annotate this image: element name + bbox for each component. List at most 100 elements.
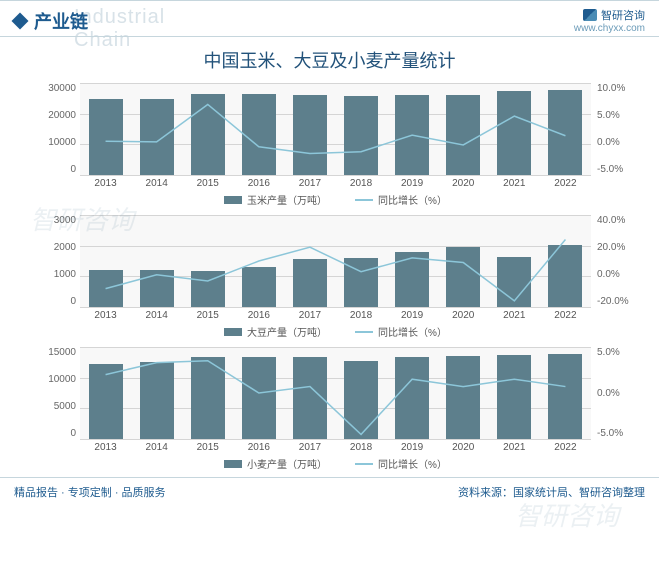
chart-panel: 1500010000500005.0%0.0%-5.0%201320142015… <box>40 343 629 471</box>
plot-area <box>80 347 591 439</box>
header: 产业链 Industrial Chain 智研咨询 www.chyxx.com <box>0 0 659 37</box>
section-title: 产业链 <box>34 8 88 34</box>
tick-label: 30000 <box>40 83 76 94</box>
legend-swatch-bar <box>224 196 242 204</box>
x-tick: 2016 <box>248 310 270 321</box>
y-axis-right: 40.0%20.0%0.0%-20.0% <box>593 215 633 307</box>
x-tick: 2015 <box>197 442 219 453</box>
x-tick: 2017 <box>299 178 321 189</box>
x-tick: 2021 <box>503 178 525 189</box>
legend: 大豆产量（万吨） 同比增长（%） <box>80 324 591 339</box>
tick-label: 20.0% <box>597 242 633 253</box>
y-axis-left: 15000 10000 5000 0 <box>40 347 80 439</box>
footer-left: 精品报告 · 专项定制 · 品质服务 <box>14 484 166 500</box>
x-tick: 2019 <box>401 310 423 321</box>
x-tick: 2017 <box>299 442 321 453</box>
plot-area <box>80 83 591 175</box>
gridline <box>80 439 591 440</box>
tick-label: 2000 <box>40 242 76 253</box>
legend-label: 大豆产量（万吨） <box>247 324 327 339</box>
footer-right: 资料来源：国家统计局、智研咨询整理 <box>458 484 645 500</box>
x-tick: 2016 <box>248 442 270 453</box>
tick-label: 0.0% <box>597 269 633 280</box>
legend-swatch-bar <box>224 460 242 468</box>
x-axis: 2013 2014 2015 2016 2017 2018 2019 2020 2021 2022 <box>80 310 591 321</box>
diamond-icon <box>12 12 29 29</box>
legend: 小麦产量（万吨） 同比增长（%） <box>80 456 591 471</box>
tick-label: 40.0% <box>597 215 633 226</box>
legend-item: 同比增长（%） <box>355 456 447 471</box>
legend-item: 同比增长（%） <box>355 192 447 207</box>
gridline <box>80 307 591 308</box>
tick-label: 5.0% <box>597 347 633 358</box>
tick-label: 3000 <box>40 215 76 226</box>
plot-area <box>80 215 591 307</box>
x-tick: 2018 <box>350 310 372 321</box>
x-tick: 2014 <box>146 178 168 189</box>
x-tick: 2017 <box>299 310 321 321</box>
x-tick: 2021 <box>503 442 525 453</box>
legend-item: 小麦产量（万吨） <box>224 456 327 471</box>
x-tick: 2015 <box>197 310 219 321</box>
tick-label: 0.0% <box>597 137 633 148</box>
brand: 智研咨询 www.chyxx.com <box>574 7 645 34</box>
legend-item: 同比增长（%） <box>355 324 447 339</box>
line-overlay <box>80 215 591 307</box>
x-tick: 2022 <box>554 178 576 189</box>
tick-label: -5.0% <box>597 428 633 439</box>
tick-label: 0.0% <box>597 388 633 399</box>
tick-label: 10.0% <box>597 83 633 94</box>
x-tick: 2020 <box>452 310 474 321</box>
y-axis-left: 30000 20000 10000 0 <box>40 83 80 175</box>
line-overlay <box>80 83 591 175</box>
chart-panel: 300002000010000010.0%5.0%0.0%-5.0%201320… <box>40 79 629 207</box>
x-tick: 2013 <box>94 310 116 321</box>
legend-swatch-bar <box>224 328 242 336</box>
tick-label: 1000 <box>40 269 76 280</box>
legend-item: 大豆产量（万吨） <box>224 324 327 339</box>
x-tick: 2014 <box>146 310 168 321</box>
tick-label: 0 <box>40 296 76 307</box>
tick-label: 15000 <box>40 347 76 358</box>
legend-swatch-line <box>355 331 373 333</box>
legend-label: 玉米产量（万吨） <box>247 192 327 207</box>
line-overlay <box>80 347 591 439</box>
y-axis-left: 3000 2000 1000 0 <box>40 215 80 307</box>
footer: 精品报告 · 专项定制 · 品质服务 资料来源：国家统计局、智研咨询整理 <box>0 477 659 506</box>
legend: 玉米产量（万吨） 同比增长（%） <box>80 192 591 207</box>
x-tick: 2013 <box>94 178 116 189</box>
x-tick: 2020 <box>452 442 474 453</box>
legend-swatch-line <box>355 199 373 201</box>
legend-label: 小麦产量（万吨） <box>247 456 327 471</box>
brand-icon <box>583 9 597 21</box>
tick-label: -5.0% <box>597 164 633 175</box>
charts-container: 300002000010000010.0%5.0%0.0%-5.0%201320… <box>0 79 659 471</box>
x-tick: 2018 <box>350 178 372 189</box>
x-tick: 2016 <box>248 178 270 189</box>
x-tick: 2019 <box>401 178 423 189</box>
x-axis: 2013201420152016201720182019202020212022 <box>80 178 591 189</box>
tick-label: 0 <box>40 428 76 439</box>
tick-label: 5000 <box>40 401 76 412</box>
tick-label: 20000 <box>40 110 76 121</box>
brand-url: www.chyxx.com <box>574 23 645 34</box>
chart-title: 中国玉米、大豆及小麦产量统计 <box>0 47 659 73</box>
x-tick: 2019 <box>401 442 423 453</box>
tick-label: 0 <box>40 164 76 175</box>
y-axis-right: 5.0% 0.0% -5.0% <box>593 347 633 439</box>
x-tick: 2022 <box>554 310 576 321</box>
x-tick: 2018 <box>350 442 372 453</box>
x-axis: 2013 2014 2015 2016 2017 2018 2019 2020 2021 2022 <box>80 442 591 453</box>
tick-label: 10000 <box>40 137 76 148</box>
x-tick: 2022 <box>554 442 576 453</box>
tick-label: 10000 <box>40 374 76 385</box>
x-tick: 2014 <box>146 442 168 453</box>
gridline <box>80 175 591 176</box>
legend-swatch-line <box>355 463 373 465</box>
tick-label: 5.0% <box>597 110 633 121</box>
legend-item: 玉米产量（万吨） <box>224 192 327 207</box>
x-tick: 2021 <box>503 310 525 321</box>
brand-name: 智研咨询 <box>601 7 645 23</box>
chart-panel: 300020001000040.0%20.0%0.0%-20.0%2013201… <box>40 211 629 339</box>
x-tick: 2013 <box>94 442 116 453</box>
